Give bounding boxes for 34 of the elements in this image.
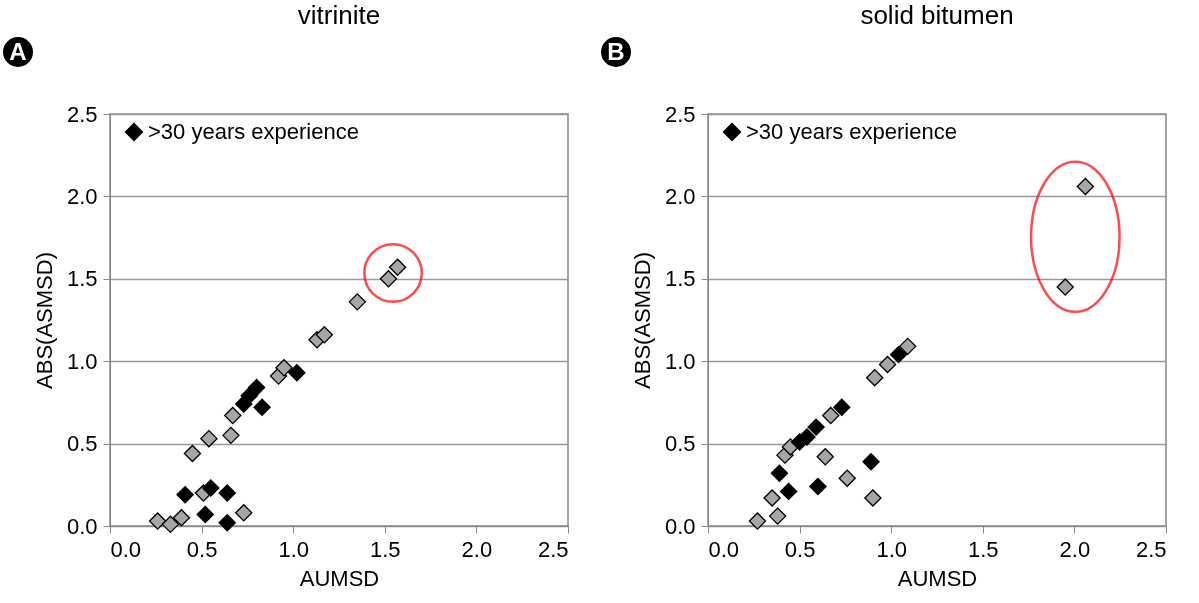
y-tick-label: 0.0 bbox=[664, 513, 696, 539]
x-tick-label: 2.0 bbox=[1059, 536, 1091, 562]
text: B bbox=[607, 38, 625, 65]
x-tick-label: 0.5 bbox=[186, 536, 218, 562]
x-tick-label: 1.0 bbox=[876, 536, 907, 562]
x-tick-label: 1.5 bbox=[968, 536, 999, 562]
chart-title: solid bitumen bbox=[860, 0, 1014, 30]
x-tick-label: 1.5 bbox=[370, 536, 401, 562]
y-axis-title: ABS(ASMSD) bbox=[31, 252, 57, 389]
x-tick-label: 0.0 bbox=[708, 536, 740, 562]
y-tick-label: 0.5 bbox=[664, 431, 696, 457]
y-tick-label: 2.5 bbox=[66, 101, 98, 127]
x-axis-title: AUMSD bbox=[299, 565, 380, 591]
y-tick-label: 0.0 bbox=[66, 513, 98, 539]
y-tick-label: 2.0 bbox=[664, 183, 696, 209]
x-tick-label: 0.5 bbox=[784, 536, 816, 562]
x-tick-label: 2.5 bbox=[537, 536, 569, 562]
x-tick-label: 2.5 bbox=[1135, 536, 1167, 562]
x-axis-title: AUMSD bbox=[897, 565, 978, 591]
x-tick-label: 2.0 bbox=[461, 536, 493, 562]
chart-title: vitrinite bbox=[297, 0, 381, 30]
y-tick-label: 1.0 bbox=[664, 348, 696, 374]
y-axis-title: ABS(ASMSD) bbox=[629, 252, 655, 389]
legend-label: >30 years experience bbox=[148, 119, 359, 144]
y-tick-label: 0.5 bbox=[66, 431, 98, 457]
y-tick-label: 2.5 bbox=[664, 101, 696, 127]
y-tick-label: 1.5 bbox=[664, 266, 696, 292]
y-tick-label: 1.0 bbox=[66, 348, 98, 374]
x-tick-label: 0.0 bbox=[110, 536, 142, 562]
text: A bbox=[9, 38, 27, 65]
y-tick-label: 1.5 bbox=[66, 266, 98, 292]
legend-label: >30 years experience bbox=[746, 119, 957, 144]
x-tick-label: 1.0 bbox=[278, 536, 309, 562]
y-tick-label: 2.0 bbox=[66, 183, 98, 209]
